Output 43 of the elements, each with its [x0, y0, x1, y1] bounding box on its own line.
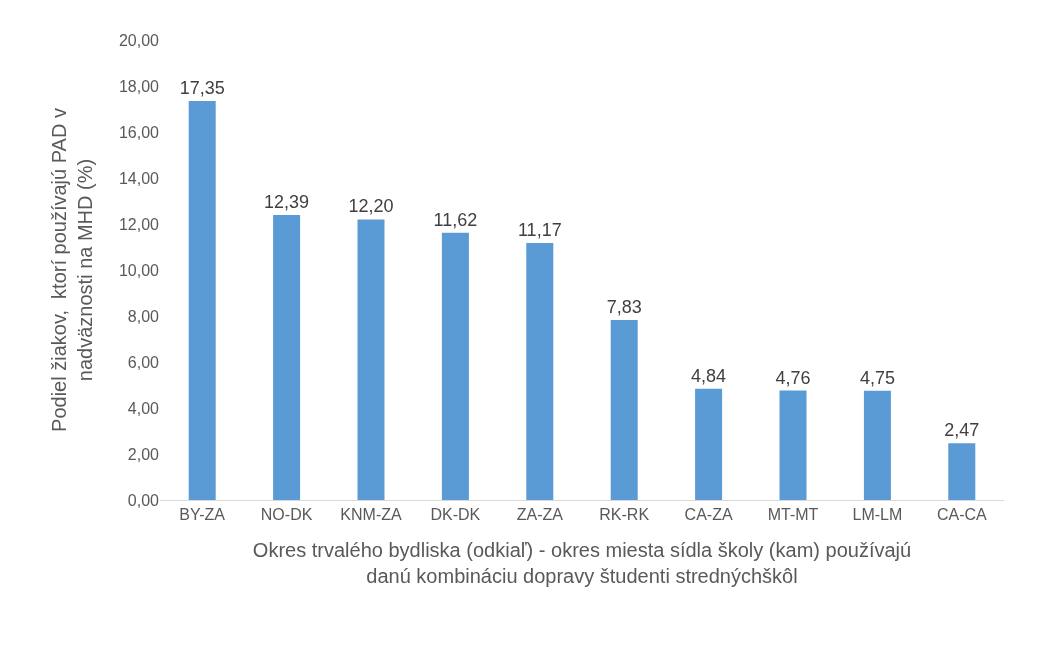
bar [779, 390, 807, 500]
x-tick-label: LM-LM [852, 506, 903, 524]
bar [863, 390, 891, 500]
x-tick-label: ZA-ZA [516, 506, 564, 524]
data-label: 7,83 [606, 296, 642, 317]
x-tick-label: CA-CA [936, 506, 988, 524]
data-label: 2,47 [944, 420, 980, 441]
y-tick-label: 2,00 [127, 445, 160, 463]
bar [441, 232, 469, 500]
bar [188, 100, 216, 500]
bar [357, 219, 385, 500]
x-tick-label: DK-DK [430, 506, 481, 524]
y-tick-label: 0,00 [127, 491, 160, 509]
data-label: 11,17 [517, 220, 562, 241]
x-axis-title: Okres trvalého bydliska (odkiaľ) - okres miesta sídla školy (kam) používajú danú kombináciu dopravy študenti strednýchškôl [252, 538, 912, 587]
y-tick-label: 10,00 [118, 261, 160, 279]
data-label: 4,84 [691, 365, 727, 386]
x-tick-label: MT-MT [767, 506, 819, 524]
data-label: 17,35 [179, 77, 225, 98]
data-label: 12,39 [264, 192, 310, 213]
y-tick-label: 12,00 [118, 215, 160, 233]
y-tick-label: 16,00 [118, 123, 160, 141]
bar [273, 215, 301, 500]
bar [526, 243, 554, 500]
data-label: 11,62 [433, 209, 478, 230]
y-tick-label: 4,00 [127, 399, 160, 417]
data-label: 12,20 [348, 196, 394, 217]
y-tick-label: 20,00 [118, 31, 160, 49]
data-label: 4,76 [775, 367, 811, 388]
bar [610, 319, 638, 500]
data-label: 4,75 [859, 367, 895, 388]
y-tick-label: 6,00 [127, 353, 160, 371]
y-tick-label: 18,00 [118, 77, 160, 95]
x-tick-label: KNM-ZA [340, 506, 402, 524]
x-tick-label: CA-ZA [684, 506, 733, 524]
y-tick-label: 8,00 [127, 307, 160, 325]
y-tick-label: 14,00 [118, 169, 160, 187]
y-axis-title: Podiel žiakov, ktorí používajú PAD v nadväznosti na MHD (%) [48, 108, 97, 432]
x-tick-label: BY-ZA [179, 506, 226, 524]
bar [948, 443, 976, 500]
x-tick-label: NO-DK [260, 506, 313, 524]
x-tick-label: RK-RK [599, 506, 650, 524]
bar [695, 388, 723, 500]
